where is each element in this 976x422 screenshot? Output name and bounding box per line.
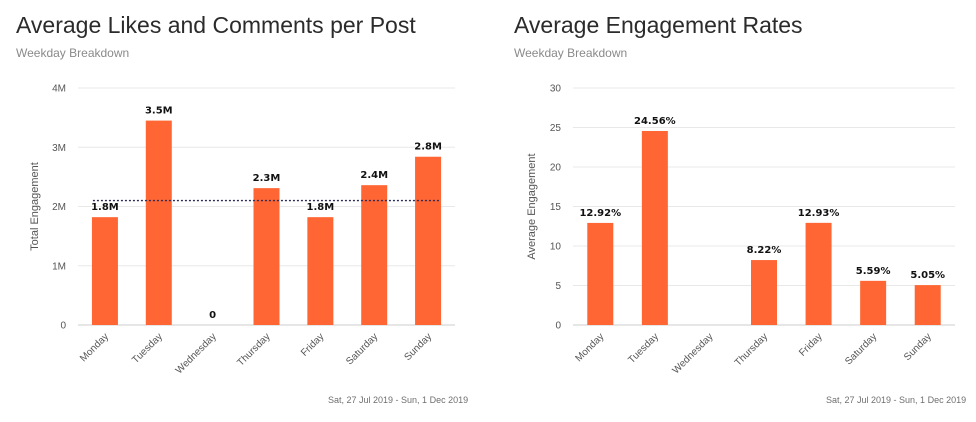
x-tick-label: Monday bbox=[573, 331, 606, 364]
engagement-rates-chart: 0 5 10 15 20 25 30 Average Engagement 12.92% Mond… bbox=[526, 84, 955, 376]
chart-subtitle: Weekday Breakdown bbox=[16, 46, 130, 60]
y-tick-label: 10 bbox=[550, 242, 562, 253]
bar-sunday[interactable] bbox=[415, 156, 442, 325]
chart-title: Average Engagement Rates bbox=[514, 12, 803, 38]
data-label-sunday: 2.8M bbox=[414, 142, 442, 153]
y-axis-label: Average Engagement bbox=[526, 153, 538, 259]
x-tick-label: Sunday bbox=[902, 331, 934, 363]
data-label-friday: 12.93% bbox=[798, 208, 840, 219]
y-axis-label: Total Engagement bbox=[29, 162, 41, 251]
bar-tuesday[interactable] bbox=[145, 120, 172, 326]
x-tick-label: Saturday bbox=[344, 331, 380, 367]
chart-subtitle: Weekday Breakdown bbox=[514, 46, 628, 60]
x-tick-label: Monday bbox=[78, 331, 111, 364]
likes-comments-panel: Average Likes and Comments per Post Week… bbox=[16, 12, 469, 405]
y-tick-label: 5 bbox=[555, 281, 561, 292]
bar-monday[interactable] bbox=[91, 217, 118, 325]
bar-saturday[interactable] bbox=[361, 185, 388, 325]
y-tick-label: 30 bbox=[550, 84, 562, 95]
x-tick-label: Thursday bbox=[733, 331, 770, 368]
bar-thursday[interactable] bbox=[751, 260, 777, 325]
x-tick-label: Thursday bbox=[235, 331, 272, 368]
bar-tuesday[interactable] bbox=[641, 130, 668, 325]
y-tick-label: 15 bbox=[550, 202, 562, 213]
x-tick-label: Tuesday bbox=[626, 331, 661, 366]
likes-comments-chart: 0 1M 2M 3M 4M Total Engagement 1.8M Monday 3.5M T… bbox=[29, 84, 455, 376]
data-label-monday: 1.8M bbox=[91, 202, 119, 213]
y-tick-label: 0 bbox=[60, 321, 66, 332]
x-tick-label: Wednesday bbox=[671, 331, 716, 376]
data-label-monday: 12.92% bbox=[579, 208, 621, 219]
data-label-tuesday: 3.5M bbox=[145, 106, 173, 117]
x-tick-label: Tuesday bbox=[130, 331, 165, 366]
x-tick-label: Friday bbox=[797, 331, 824, 358]
x-tick-label: Friday bbox=[299, 331, 326, 358]
data-label-friday: 1.8M bbox=[307, 202, 335, 213]
date-range-footer: Sat, 27 Jul 2019 - Sun, 1 Dec 2019 bbox=[328, 395, 469, 405]
y-tick-label: 4M bbox=[52, 84, 66, 95]
data-label-thursday: 8.22% bbox=[747, 245, 782, 256]
y-tick-label: 25 bbox=[550, 123, 562, 134]
bar-friday[interactable] bbox=[307, 217, 334, 325]
x-tick-label: Saturday bbox=[843, 331, 879, 367]
y-tick-label: 2M bbox=[52, 202, 66, 213]
data-label-thursday: 2.3M bbox=[253, 173, 281, 184]
y-tick-label: 1M bbox=[52, 261, 66, 272]
bar-sunday[interactable] bbox=[914, 285, 941, 325]
engagement-rates-panel: Average Engagement Rates Weekday Breakdo… bbox=[498, 0, 976, 422]
y-tick-label: 0 bbox=[555, 321, 561, 332]
x-tick-label: Wednesday bbox=[174, 331, 219, 376]
data-label-saturday: 5.59% bbox=[856, 266, 891, 277]
data-label-tuesday: 24.56% bbox=[634, 116, 676, 127]
bar-monday[interactable] bbox=[587, 222, 614, 325]
y-tick-label: 20 bbox=[550, 163, 562, 174]
bar-saturday[interactable] bbox=[860, 280, 887, 325]
bar-friday[interactable] bbox=[805, 222, 832, 325]
date-range-footer: Sat, 27 Jul 2019 - Sun, 1 Dec 2019 bbox=[826, 395, 967, 405]
bar-thursday[interactable] bbox=[253, 188, 280, 325]
y-tick-label: 3M bbox=[52, 143, 66, 154]
data-label-wednesday: 0 bbox=[209, 310, 216, 321]
data-label-saturday: 2.4M bbox=[360, 170, 388, 181]
data-label-sunday: 5.05% bbox=[910, 270, 945, 281]
chart-title: Average Likes and Comments per Post bbox=[16, 12, 416, 38]
x-tick-label: Sunday bbox=[402, 331, 434, 363]
